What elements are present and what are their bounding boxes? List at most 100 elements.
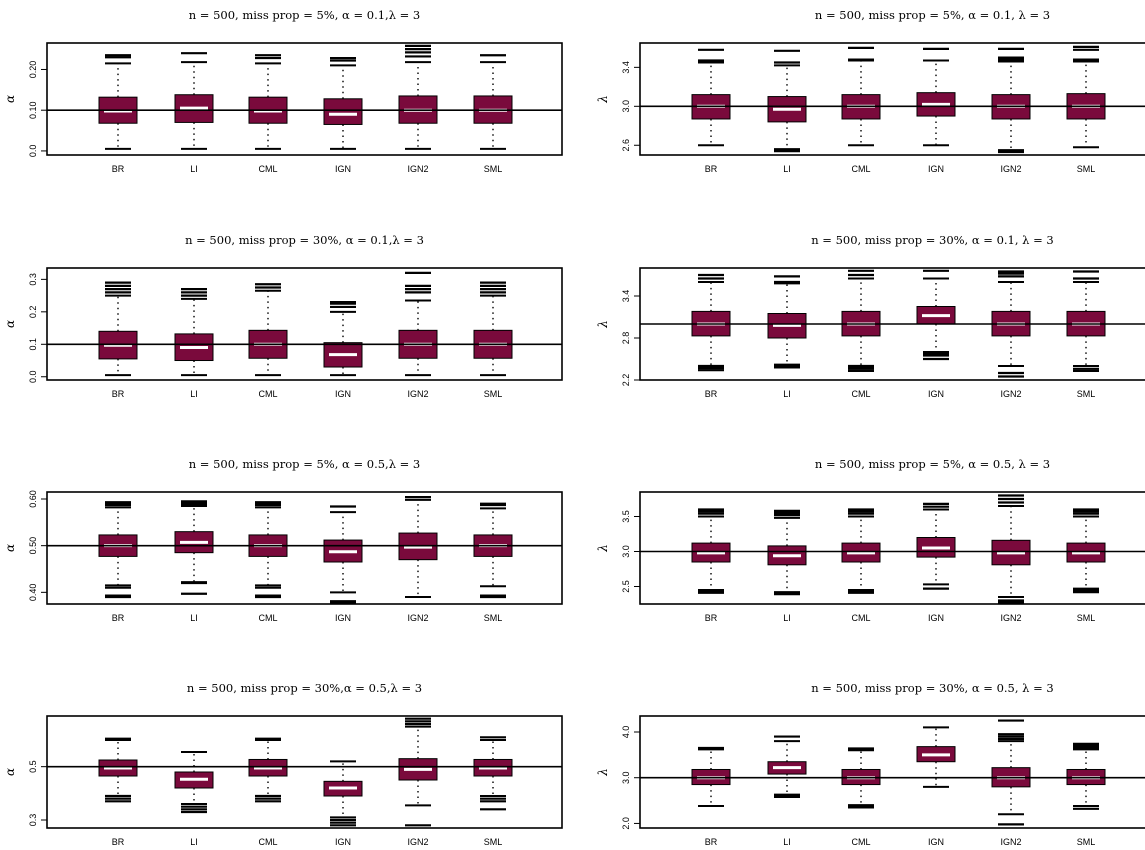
x-tick-label: IGN [335, 613, 351, 623]
x-tick-label: CML [851, 389, 870, 399]
x-tick-label: IGN2 [1000, 389, 1021, 399]
x-tick-label: IGN2 [407, 837, 428, 847]
y-tick-label: 2.6 [621, 139, 631, 152]
x-tick-label: BR [112, 164, 125, 174]
chart-panel-5: n = 500, miss prop = 5%, α = 0.5,λ = 3 α 0… [3, 457, 562, 623]
y-tick-label: 0.20 [28, 61, 38, 79]
y-tick-label: 2.0 [621, 817, 631, 830]
x-tick-label: LI [190, 389, 198, 399]
chart-title: n = 500, miss prop = 5%, α = 0.1,λ = 3 [189, 8, 421, 22]
box-cml: CML [249, 739, 287, 847]
x-tick-label: CML [851, 164, 870, 174]
x-tick-label: SML [1077, 164, 1096, 174]
y-tick-label: 0.3 [28, 273, 38, 286]
y-axis-label: λ [596, 768, 610, 777]
chart-title: n = 500, miss prop = 30%, α = 0.5, λ = 3 [811, 681, 1053, 695]
y-tick-label: 2.8 [621, 332, 631, 345]
y-axis-label: α [3, 95, 17, 103]
chart-panel-7: n = 500, miss prop = 30%,α = 0.5,λ = 3 α 0… [3, 681, 562, 847]
x-tick-label: IGN2 [1000, 837, 1021, 847]
x-tick-label: BR [112, 389, 125, 399]
x-tick-label: CML [851, 837, 870, 847]
x-tick-label: BR [112, 837, 125, 847]
y-tick-label: 3.4 [621, 290, 631, 303]
x-tick-label: CML [258, 837, 277, 847]
box-br: BR [99, 502, 137, 623]
x-tick-label: BR [112, 613, 125, 623]
x-tick-label: SML [1077, 389, 1096, 399]
x-tick-label: CML [258, 389, 277, 399]
x-tick-label: IGN [335, 837, 351, 847]
y-tick-label: 3.4 [621, 61, 631, 74]
x-tick-label: LI [783, 613, 791, 623]
x-tick-label: CML [258, 164, 277, 174]
box-ign: IGN [324, 58, 362, 174]
y-tick-label: 0.1 [28, 338, 38, 351]
y-tick-label: 2.2 [621, 374, 631, 387]
chart-title: n = 500, miss prop = 5%, α = 0.1, λ = 3 [815, 8, 1050, 22]
x-tick-label: IGN [928, 613, 944, 623]
box-ign: IGN [324, 761, 362, 847]
y-tick-label: 0.0 [28, 145, 38, 158]
chart-title: n = 500, miss prop = 30%, α = 0.1,λ = 3 [185, 233, 424, 247]
box-sml: SML [474, 55, 512, 174]
box-ign: IGN [324, 302, 362, 399]
box-br: BR [99, 55, 137, 174]
y-axis-label: λ [596, 95, 610, 104]
x-tick-label: LI [783, 389, 791, 399]
y-tick-label: 0.5 [28, 760, 38, 773]
x-tick-label: CML [258, 613, 277, 623]
box-ign: IGN [917, 504, 955, 623]
x-tick-label: LI [190, 837, 198, 847]
box-sml: SML [474, 737, 512, 847]
x-tick-label: LI [190, 613, 198, 623]
y-axis-label: λ [596, 320, 610, 329]
iqr-box [324, 99, 362, 125]
box-li: LI [768, 737, 806, 847]
chart-panel-6: n = 500, miss prop = 5%, α = 0.5, λ = 3 λ… [596, 457, 1145, 623]
x-tick-label: BR [705, 613, 718, 623]
y-tick-label: 0.0 [28, 370, 38, 383]
chart-title: n = 500, miss prop = 5%, α = 0.5, λ = 3 [815, 457, 1050, 471]
x-tick-label: CML [851, 613, 870, 623]
y-tick-label: 4.0 [621, 726, 631, 739]
x-tick-label: IGN [335, 389, 351, 399]
chart-panel-2: n = 500, miss prop = 5%, α = 0.1, λ = 3 λ… [596, 8, 1145, 174]
x-tick-label: SML [484, 837, 503, 847]
box-cml: CML [249, 284, 287, 399]
box-ign: IGN [324, 506, 362, 623]
box-br: BR [99, 739, 137, 847]
chart-title: n = 500, miss prop = 30%,α = 0.5,λ = 3 [187, 681, 422, 695]
box-br: BR [692, 510, 730, 624]
chart-panel-1: n = 500, miss prop = 5%, α = 0.1,λ = 3 α 0… [3, 8, 562, 174]
box-sml: SML [474, 283, 512, 399]
chart-title: n = 500, miss prop = 5%, α = 0.5,λ = 3 [189, 457, 421, 471]
y-tick-label: 3.0 [621, 100, 631, 113]
box-sml: SML [474, 504, 512, 623]
box-cml: CML [842, 748, 880, 847]
y-tick-label: 0.40 [28, 584, 38, 602]
x-tick-label: SML [1077, 613, 1096, 623]
y-tick-label: 3.0 [621, 545, 631, 558]
y-axis-label: α [3, 544, 17, 552]
chart-title: n = 500, miss prop = 30%, α = 0.1, λ = 3 [811, 233, 1053, 247]
chart-panel-8: n = 500, miss prop = 30%, α = 0.5, λ = 3… [596, 681, 1145, 847]
x-tick-label: LI [783, 164, 791, 174]
chart-panel-3: n = 500, miss prop = 30%, α = 0.1,λ = 3 α… [3, 233, 562, 399]
box-cml: CML [249, 55, 287, 174]
box-br: BR [99, 283, 137, 399]
y-tick-label: 3.0 [621, 771, 631, 784]
y-tick-label: 0.50 [28, 537, 38, 555]
x-tick-label: BR [705, 164, 718, 174]
x-tick-label: IGN2 [407, 613, 428, 623]
chart-panel-4: n = 500, miss prop = 30%, α = 0.1, λ = 3… [596, 233, 1145, 399]
x-tick-label: BR [705, 389, 718, 399]
y-tick-label: 0.10 [28, 101, 38, 119]
y-axis-label: λ [596, 544, 610, 553]
x-tick-label: SML [484, 164, 503, 174]
x-tick-label: IGN2 [407, 389, 428, 399]
x-tick-label: IGN2 [1000, 613, 1021, 623]
box-br: BR [692, 748, 730, 847]
y-tick-label: 0.2 [28, 306, 38, 319]
